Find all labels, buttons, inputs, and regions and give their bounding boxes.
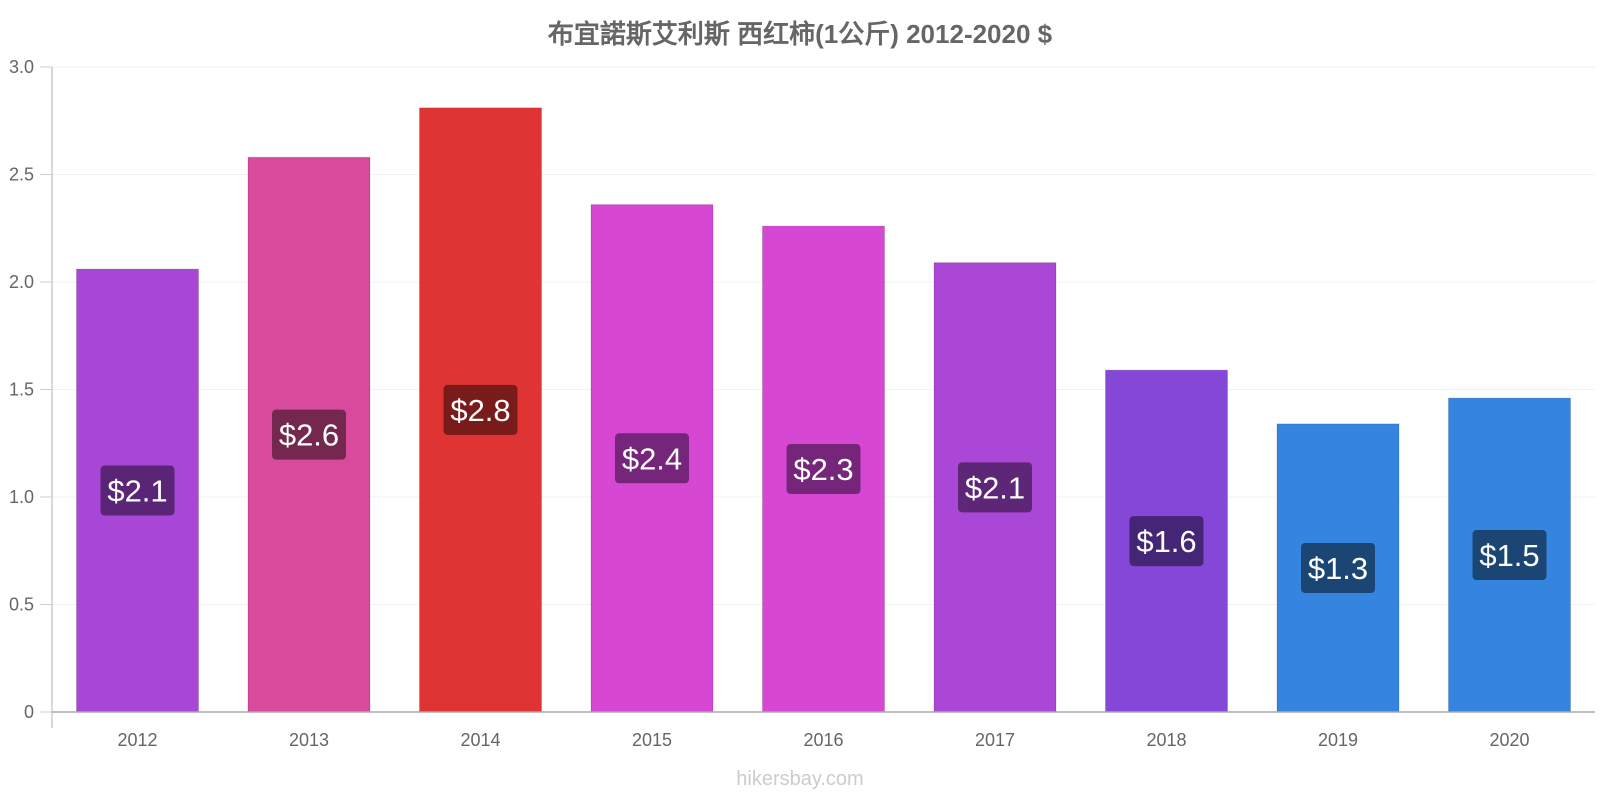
data-label-box (272, 409, 346, 460)
data-label: $1.5 (1479, 538, 1539, 573)
data-label: $2.8 (450, 393, 510, 428)
data-label-box (786, 444, 861, 495)
x-tick-label: 2014 (460, 730, 500, 750)
x-tick-label: 2019 (1318, 730, 1358, 750)
data-label: $1.3 (1308, 551, 1368, 586)
data-label: $2.4 (622, 441, 682, 476)
y-tick-label: 2.0 (9, 272, 34, 292)
data-label-box (443, 384, 518, 435)
y-tick-label: 1.0 (9, 487, 34, 507)
y-tick-label: 0.5 (9, 595, 34, 615)
data-label-box (1301, 542, 1375, 593)
x-tick-label: 2012 (117, 730, 157, 750)
x-tick-label: 2016 (803, 730, 843, 750)
y-tick-label: 3.0 (9, 57, 34, 77)
data-label-box (1129, 516, 1204, 567)
data-label-box (1472, 530, 1547, 581)
y-tick-label: 0 (24, 702, 34, 722)
data-label: $2.1 (965, 470, 1025, 505)
x-tick-label: 2013 (289, 730, 329, 750)
bars (76, 107, 1571, 713)
x-tick-label: 2015 (632, 730, 672, 750)
y-tick-label: 1.5 (9, 380, 34, 400)
y-tick-label: 2.5 (9, 165, 34, 185)
chart-title: 布宜諾斯艾利斯 西红柿(1公斤) 2012-2020 $ (547, 19, 1053, 49)
data-label: $2.1 (107, 474, 167, 509)
data-label: $2.6 (279, 418, 339, 453)
bar-2012 (76, 268, 199, 713)
x-tick-label: 2017 (975, 730, 1015, 750)
x-tick-label: 2020 (1489, 730, 1529, 750)
data-label-box (100, 465, 175, 516)
data-label-box (615, 433, 689, 484)
x-tick-label: 2018 (1146, 730, 1186, 750)
data-label: $2.3 (793, 452, 853, 487)
data-label-box (958, 462, 1032, 513)
watermark: hikersbay.com (736, 768, 864, 790)
data-label: $1.6 (1136, 524, 1196, 559)
data-labels: $2.1 $2.6 $2.8 $2.4 $2.3 $2.1 $1.6 $1.3 $1.5 (100, 384, 1547, 593)
axes: 0 0.5 1.0 1.5 2.0 2.5 3.0 2012 2013 2014 2015 2016 2… (9, 57, 1595, 750)
